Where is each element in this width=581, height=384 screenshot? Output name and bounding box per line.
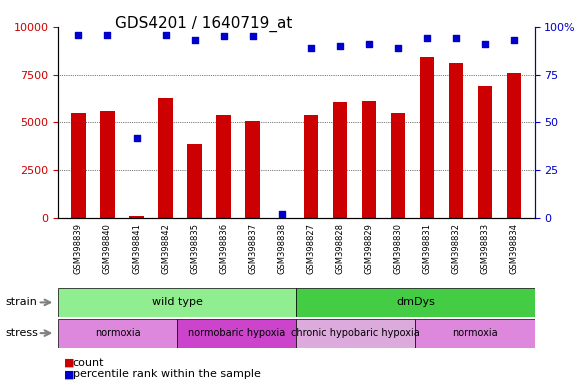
- Bar: [130, 216, 144, 218]
- Bar: [391, 113, 406, 218]
- Point: [480, 41, 490, 47]
- Text: strain: strain: [6, 297, 38, 308]
- FancyBboxPatch shape: [296, 319, 415, 348]
- FancyBboxPatch shape: [58, 319, 177, 348]
- Bar: [478, 86, 493, 218]
- Point: [510, 37, 519, 43]
- Point: [451, 35, 461, 41]
- Text: chronic hypobaric hypoxia: chronic hypobaric hypoxia: [292, 328, 420, 338]
- Point: [364, 41, 374, 47]
- FancyBboxPatch shape: [415, 319, 535, 348]
- Bar: [217, 115, 231, 218]
- Text: stress: stress: [6, 328, 39, 338]
- Point: [190, 37, 199, 43]
- Text: ■: ■: [64, 358, 74, 368]
- Text: normoxia: normoxia: [452, 328, 498, 338]
- Point: [132, 135, 141, 141]
- Text: dmDys: dmDys: [396, 297, 435, 308]
- Bar: [245, 121, 260, 218]
- Point: [219, 33, 228, 40]
- FancyBboxPatch shape: [296, 288, 535, 317]
- Bar: [332, 103, 347, 218]
- Bar: [303, 115, 318, 218]
- Text: GDS4201 / 1640719_at: GDS4201 / 1640719_at: [114, 15, 292, 31]
- Point: [393, 45, 403, 51]
- Bar: [71, 113, 86, 218]
- Bar: [420, 58, 435, 218]
- Bar: [361, 101, 376, 218]
- Point: [306, 45, 315, 51]
- FancyBboxPatch shape: [177, 319, 296, 348]
- Bar: [449, 63, 464, 218]
- Bar: [187, 144, 202, 218]
- Point: [74, 31, 83, 38]
- Text: normoxia: normoxia: [95, 328, 141, 338]
- Bar: [158, 98, 173, 218]
- Text: ■: ■: [64, 369, 74, 379]
- Text: wild type: wild type: [152, 297, 203, 308]
- Bar: [507, 73, 522, 218]
- Point: [248, 33, 257, 40]
- Point: [422, 35, 432, 41]
- Point: [277, 211, 286, 217]
- Point: [103, 31, 112, 38]
- Point: [335, 43, 345, 49]
- Text: percentile rank within the sample: percentile rank within the sample: [73, 369, 260, 379]
- Text: count: count: [73, 358, 104, 368]
- Bar: [100, 111, 115, 218]
- Text: normobaric hypoxia: normobaric hypoxia: [188, 328, 285, 338]
- Point: [161, 31, 170, 38]
- FancyBboxPatch shape: [58, 288, 296, 317]
